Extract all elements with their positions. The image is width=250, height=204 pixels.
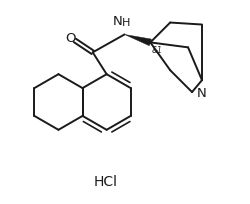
Text: N: N bbox=[197, 87, 207, 100]
Polygon shape bbox=[124, 35, 151, 47]
Text: &1: &1 bbox=[151, 46, 162, 55]
Text: H: H bbox=[122, 17, 131, 27]
Text: N: N bbox=[113, 14, 122, 27]
Text: HCl: HCl bbox=[93, 175, 117, 188]
Text: O: O bbox=[66, 32, 76, 45]
